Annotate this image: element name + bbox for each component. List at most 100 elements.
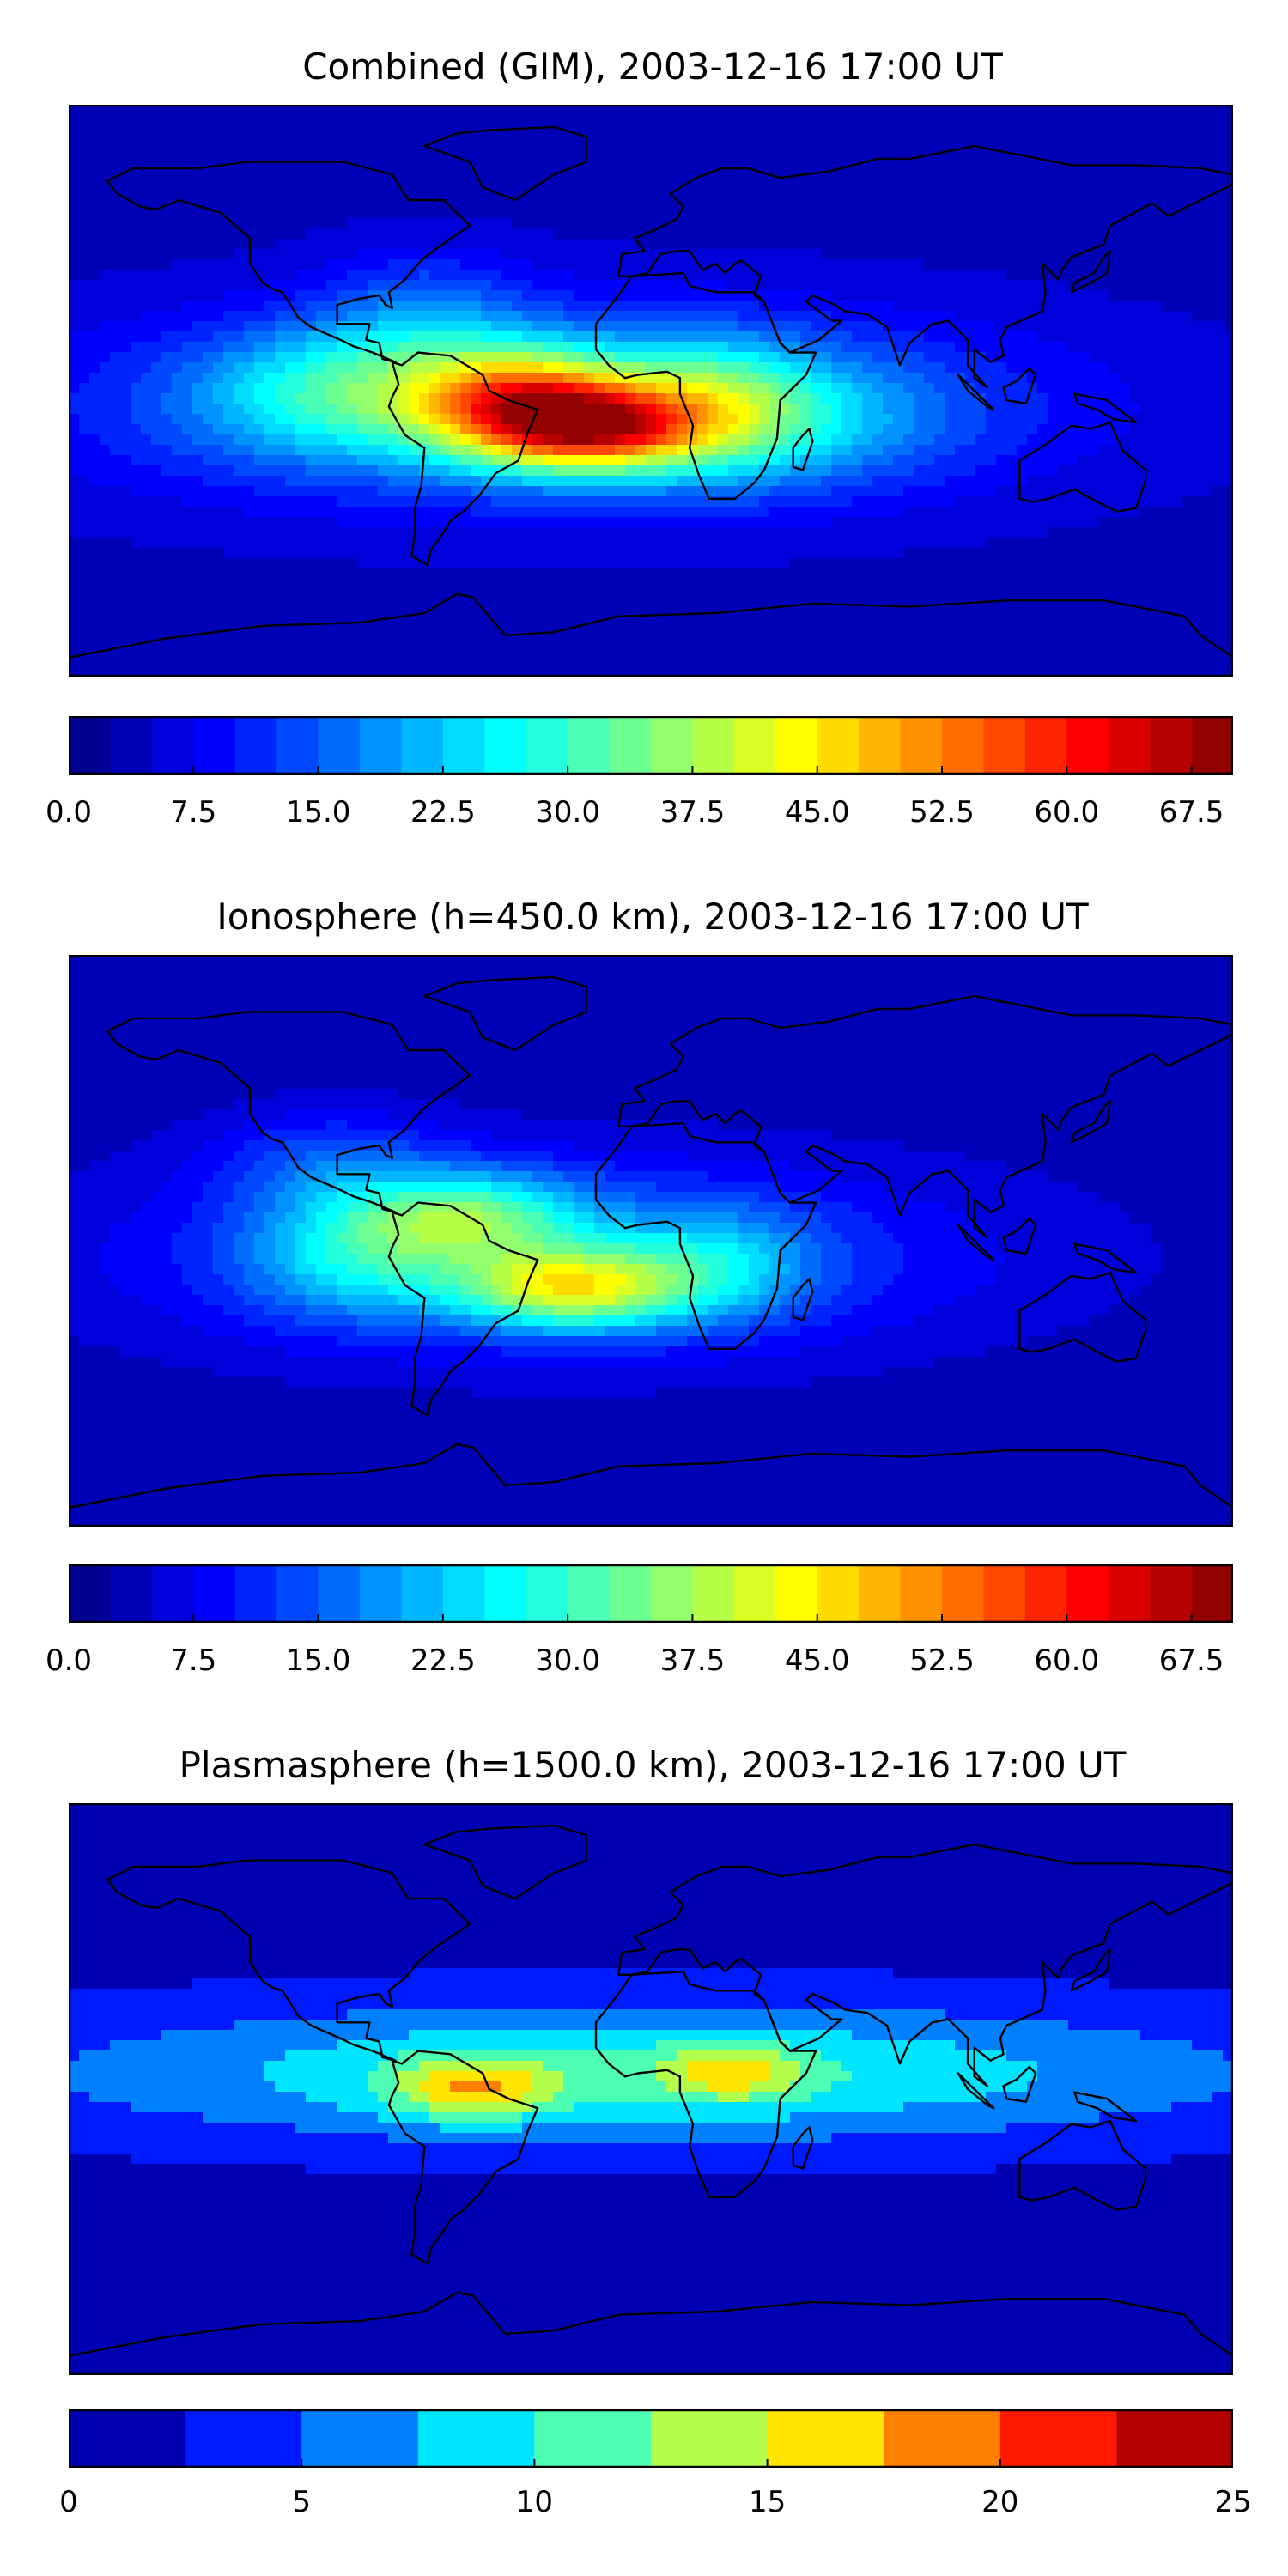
field-cell: [697, 218, 708, 229]
field-cell: [172, 558, 183, 569]
field-cell: [1058, 249, 1069, 260]
field-cell: [1140, 270, 1151, 281]
field-cell: [594, 218, 605, 229]
field-cell: [934, 228, 945, 240]
field-cell: [635, 331, 647, 343]
field-cell: [718, 352, 729, 363]
field-cell: [1202, 290, 1213, 301]
field-cell: [666, 496, 677, 507]
field-cell: [769, 270, 781, 281]
field-cell: [254, 259, 265, 270]
field-cell: [491, 486, 502, 497]
field-cell: [708, 527, 719, 538]
field-cell: [79, 496, 90, 507]
field-cell: [409, 373, 420, 384]
field-cell: [192, 270, 204, 281]
field-cell: [924, 331, 935, 343]
field-cell: [89, 115, 100, 126]
field-cell: [1161, 352, 1172, 363]
field-cell: [800, 136, 811, 147]
field-cell: [213, 507, 224, 518]
field-cell: [965, 280, 976, 291]
field-cell: [1068, 167, 1079, 178]
field-cell: [965, 496, 976, 507]
field-cell: [203, 465, 214, 477]
field-cell: [491, 218, 502, 229]
field-cell: [1161, 465, 1172, 477]
field-cell: [120, 301, 131, 312]
field-cell: [79, 249, 90, 260]
field-cell: [677, 280, 688, 291]
field-cell: [419, 239, 430, 250]
field-cell: [728, 239, 739, 250]
field-cell: [831, 362, 842, 374]
field-cell: [1089, 538, 1100, 549]
field-cell: [1161, 301, 1172, 312]
field-cell: [1048, 383, 1059, 394]
field-cell: [161, 105, 173, 116]
field-cell: [821, 290, 832, 301]
field-cell: [234, 311, 245, 322]
field-cell: [728, 352, 739, 363]
field-cell: [254, 507, 265, 518]
field-cell: [378, 538, 389, 549]
field-cell: [553, 527, 564, 538]
field-cell: [821, 517, 832, 528]
field-cell: [182, 105, 193, 116]
field-cell: [378, 125, 389, 137]
field-cell: [460, 197, 471, 209]
field-cell: [615, 270, 626, 281]
field-cell: [1048, 527, 1059, 538]
field-cell: [1017, 465, 1028, 477]
field-cell: [914, 445, 925, 456]
field-cell: [275, 393, 286, 404]
field-cell: [254, 331, 265, 343]
field-cell: [429, 228, 440, 240]
field-cell: [213, 445, 224, 456]
field-cell: [141, 280, 152, 291]
field-cell: [543, 486, 554, 497]
field-cell: [574, 259, 585, 270]
field-cell: [1120, 496, 1131, 507]
field-cell: [254, 445, 265, 456]
field-cell: [79, 373, 90, 384]
field-cell: [512, 527, 523, 538]
field-cell: [656, 208, 667, 219]
field-cell: [1068, 105, 1079, 116]
field-cell: [398, 352, 410, 363]
field-cell: [264, 311, 276, 322]
field-cell: [337, 321, 348, 332]
field-cell: [512, 105, 523, 116]
field-cell: [203, 228, 214, 240]
field-cell: [347, 383, 358, 394]
field-cell: [110, 445, 121, 456]
field-cell: [1109, 538, 1121, 549]
field-cell: [1130, 465, 1141, 477]
field-cell: [357, 280, 368, 291]
field-cell: [275, 187, 286, 198]
field-cell: [584, 125, 595, 137]
field-cell: [543, 538, 554, 549]
field-cell: [182, 187, 193, 198]
field-cell: [605, 321, 616, 332]
field-cell: [213, 321, 224, 332]
field-cell: [1202, 424, 1213, 435]
field-cell: [1192, 404, 1203, 415]
field-cell: [481, 414, 492, 425]
field-cell: [378, 208, 389, 219]
field-cell: [811, 383, 822, 394]
field-cell: [821, 218, 832, 229]
field-cell: [409, 393, 420, 404]
field-cell: [1017, 373, 1028, 384]
field-cell: [1048, 249, 1059, 260]
field-cell: [264, 301, 276, 312]
field-cell: [306, 414, 317, 425]
field-cell: [532, 538, 544, 549]
field-cell: [831, 290, 842, 301]
field-cell: [821, 228, 832, 240]
field-cell: [1151, 527, 1162, 538]
field-cell: [646, 239, 657, 250]
field-cell: [532, 270, 544, 281]
field-cell: [1017, 105, 1028, 116]
field-cell: [1048, 352, 1059, 363]
